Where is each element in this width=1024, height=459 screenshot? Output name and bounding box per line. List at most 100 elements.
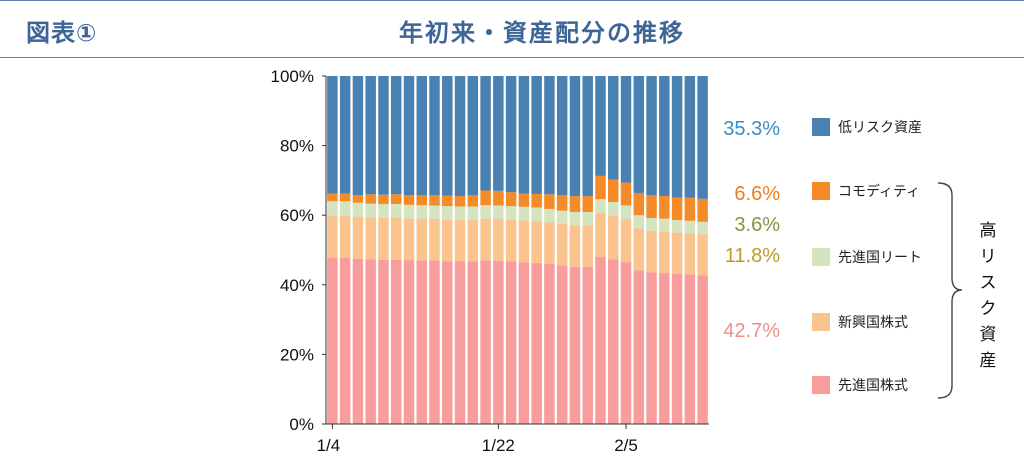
bar-segment-em_equity (556, 223, 568, 266)
bar-segment-low_risk (646, 76, 657, 196)
bar-segment-low_risk (671, 76, 683, 198)
bar-segment-low_risk (595, 76, 606, 176)
bar-segment-dev_equity (518, 262, 530, 424)
bar-segment-dev_reit (378, 204, 389, 218)
bar-segment-dev_equity (403, 260, 415, 424)
y-tick-label: 0% (289, 415, 314, 434)
bar-segment-dev_equity (595, 256, 606, 424)
bar-segment-low_risk (697, 76, 708, 199)
bar-segment-commodity (429, 195, 440, 206)
bar-segment-dev_reit (556, 210, 568, 224)
bar-segment-commodity (595, 175, 606, 200)
bar-segment-low_risk (659, 76, 670, 197)
bar-segment-em_equity (582, 225, 593, 267)
bar-segment-em_equity (569, 225, 581, 267)
bar-segment-low_risk (684, 76, 696, 198)
bar-segment-low_risk (467, 76, 479, 196)
legend-item-em-equity: 新興国株式 (812, 311, 908, 333)
bar-segment-dev_equity (659, 272, 670, 424)
legend-swatch-dev-equity (812, 376, 830, 394)
bar-segment-low_risk (454, 76, 466, 197)
bar-segment-low_risk (544, 76, 555, 195)
bar-segment-dev_reit (671, 220, 683, 233)
end-label-commodity: 6.6% (734, 183, 780, 205)
y-tick-label: 20% (280, 345, 314, 364)
bar-segment-dev_equity (531, 262, 542, 424)
bar-segment-commodity (531, 193, 542, 208)
bar-segment-em_equity (442, 219, 453, 262)
high-risk-assets-label: 高 リ ス ク 資 産 (976, 218, 1000, 374)
bar-segment-dev_equity (684, 274, 696, 424)
bar-segment-em_equity (505, 219, 517, 262)
bar-segment-commodity (659, 196, 670, 219)
legend-label-low-risk: 低リスク資産 (838, 119, 922, 135)
bar-segment-dev_reit (518, 206, 530, 221)
bar-segment-dev_equity (633, 270, 645, 424)
end-label-dev-reit: 3.6% (734, 214, 780, 236)
bar-segment-em_equity (684, 233, 696, 275)
bar-segment-dev_reit (633, 215, 645, 229)
figure-label: 図表① (26, 20, 98, 47)
bar-segment-dev_equity (390, 259, 402, 424)
bar-segment-dev_reit (595, 199, 606, 214)
bar-segment-dev_equity (569, 266, 581, 424)
end-label-low-risk: 35.3% (723, 118, 780, 140)
bar-segment-commodity (493, 190, 504, 206)
bar-segment-low_risk (505, 76, 517, 193)
bar-segment-dev_reit (493, 205, 504, 220)
bar-segment-em_equity (365, 217, 376, 260)
bar-segment-dev_equity (671, 273, 683, 424)
bar-segment-dev_reit (429, 205, 440, 220)
bar-segment-dev_equity (454, 261, 466, 424)
bar-segment-commodity (327, 193, 338, 202)
bar-segment-low_risk (518, 76, 530, 194)
high-risk-char: 資 (979, 325, 997, 344)
bar-segment-dev_equity (556, 265, 568, 424)
legend-item-commodity: コモディティ (812, 180, 920, 202)
bar-segment-commodity (454, 196, 466, 207)
bar-segment-em_equity (518, 220, 530, 263)
legend-label-commodity: コモディティ (838, 183, 921, 199)
end-label-dev-equity: 42.7% (723, 320, 780, 342)
bar-segment-low_risk (390, 76, 402, 195)
bar-segment-dev_equity (582, 266, 593, 424)
bar-segment-dev_reit (454, 206, 466, 221)
legend-item-dev-reit: 先進国リート (812, 246, 922, 268)
bar-segment-low_risk (531, 76, 542, 194)
bar-segment-dev_reit (659, 218, 670, 232)
bar-segment-em_equity (429, 219, 440, 261)
y-tick-label: 60% (280, 206, 314, 225)
bar-segment-dev_reit (467, 206, 479, 221)
bar-segment-em_equity (633, 228, 645, 271)
high-risk-char: リ (979, 247, 997, 266)
bar-segment-em_equity (620, 219, 632, 262)
bar-segment-commodity (646, 195, 657, 218)
high-risk-char: ス (979, 273, 997, 292)
bar-segment-dev_reit (569, 212, 581, 226)
y-tick-label: 40% (280, 276, 314, 295)
bar-segment-dev_reit (620, 205, 632, 220)
bar-segment-low_risk (327, 76, 338, 194)
bar-segment-low_risk (429, 76, 440, 196)
bar-segment-em_equity (378, 217, 389, 260)
chart-title: 年初来・資産配分の推移 (399, 20, 685, 47)
bar-segment-low_risk (442, 76, 453, 196)
bar-segment-dev_equity (416, 260, 427, 424)
y-tick-label: 80% (280, 137, 314, 156)
bar-segment-commodity (390, 194, 402, 205)
x-tick-label: 2/5 (614, 436, 638, 455)
bar-segment-low_risk (352, 76, 364, 196)
high-risk-brace (937, 182, 963, 399)
bar-segment-em_equity (416, 219, 427, 261)
bar-segment-dev_equity (365, 259, 376, 424)
bar-segment-dev_equity (697, 275, 708, 424)
high-risk-char: ク (979, 299, 997, 318)
bar-segment-em_equity (493, 219, 504, 261)
bar-segment-dev_reit (416, 205, 427, 220)
bar-segment-em_equity (454, 220, 466, 262)
bar-segment-dev_reit (684, 220, 696, 234)
bar-segment-commodity (505, 192, 517, 207)
legend-swatch-low-risk (812, 118, 830, 136)
high-risk-char: 産 (979, 351, 997, 370)
